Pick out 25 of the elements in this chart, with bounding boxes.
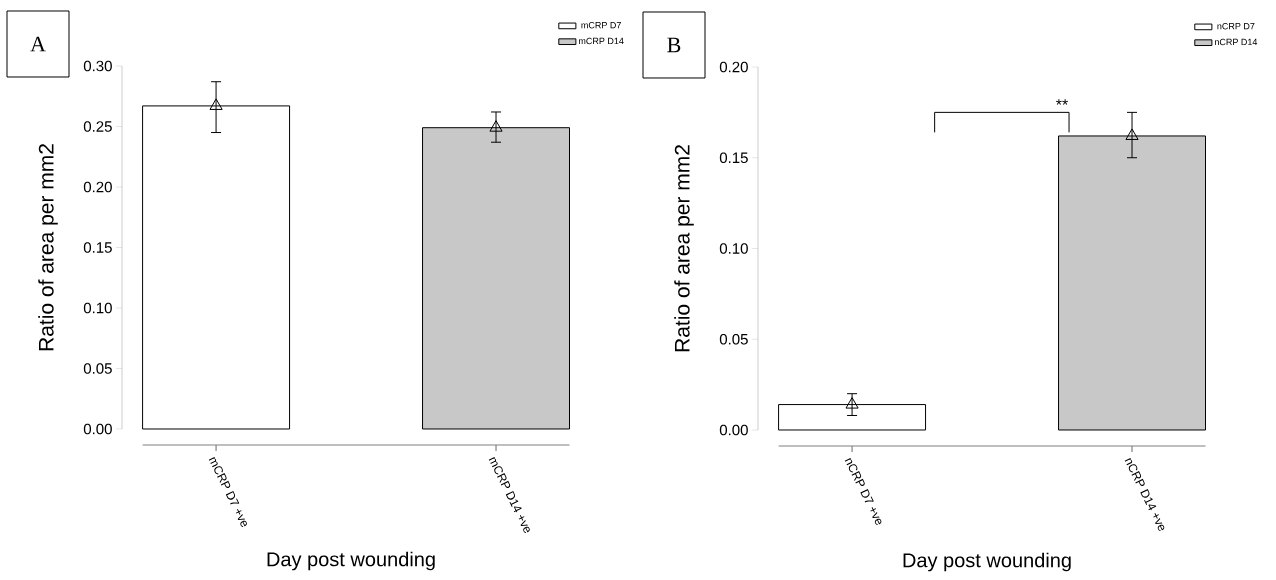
y-tick-label: 0.30 bbox=[83, 60, 112, 72]
y-tick-label: 0.00 bbox=[719, 424, 748, 436]
y-tick-label: 0.20 bbox=[719, 61, 748, 73]
y-tick-label: 0.15 bbox=[719, 152, 748, 164]
y-tick-label: 0.25 bbox=[83, 121, 112, 132]
y-tick-label: 0.00 bbox=[83, 423, 112, 435]
annotation: ** bbox=[1056, 99, 1068, 105]
y-tick-label: 0.15 bbox=[83, 242, 112, 253]
y-tick-label: 0.10 bbox=[719, 243, 748, 254]
text: B bbox=[667, 37, 681, 53]
text: A bbox=[30, 36, 46, 52]
y-axis-title: Ratio of area per mm2 bbox=[674, 145, 694, 352]
x-tick-label: nCRP D7 +ve bbox=[844, 457, 882, 525]
y-tick-label: 0.05 bbox=[719, 333, 748, 345]
x-axis-title: Day post wounding bbox=[903, 552, 1071, 572]
legend-label: mCRP D14 bbox=[578, 37, 624, 45]
y-axis-title: Ratio of area per mm2 bbox=[38, 144, 58, 351]
x-tick-label: nCRP D14 +ve bbox=[1124, 457, 1165, 531]
legend-label: nCRP D14 bbox=[1214, 38, 1258, 46]
legend-label: mCRP D7 bbox=[581, 22, 621, 29]
y-tick-label: 0.20 bbox=[83, 181, 112, 193]
y-tick-label: 0.05 bbox=[83, 363, 112, 374]
legend-label: nCRP D7 bbox=[1217, 23, 1255, 30]
y-tick-label: 0.10 bbox=[83, 302, 112, 314]
x-axis-title: Day post wounding bbox=[267, 551, 435, 571]
